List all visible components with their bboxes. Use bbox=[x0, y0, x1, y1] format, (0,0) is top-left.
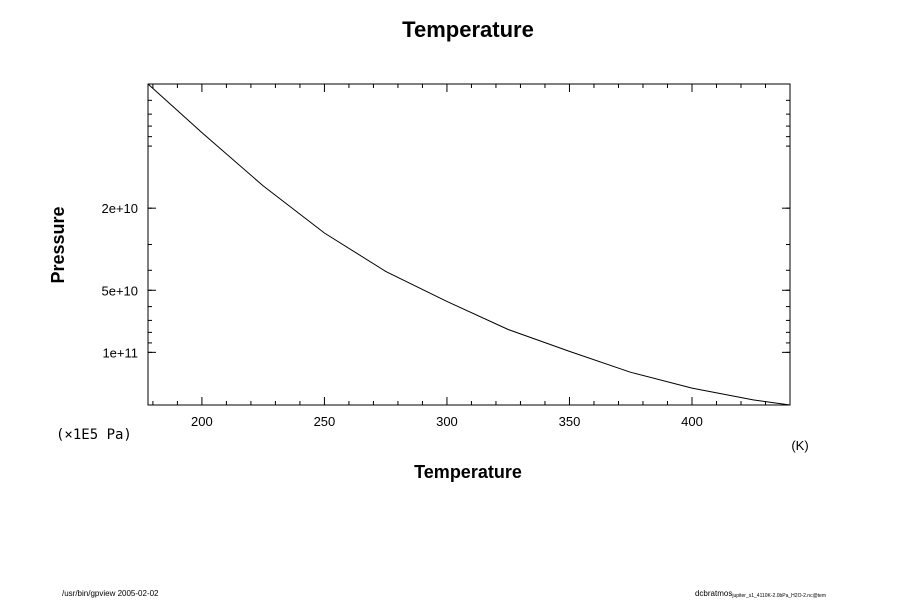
y-axis-title: Pressure bbox=[48, 206, 68, 283]
x-tick-label: 250 bbox=[314, 414, 336, 429]
series-line bbox=[147, 83, 791, 406]
y-tick-label: 5e+10 bbox=[101, 283, 138, 298]
y-minor-ticks bbox=[148, 83, 790, 353]
footer-right: dcbratmosjupiter_s1_4110K-2.0bPa_H2O-2.n… bbox=[695, 589, 826, 599]
chart-title: Temperature bbox=[402, 17, 534, 42]
x-tick-label: 350 bbox=[559, 414, 581, 429]
x-tick-label: 200 bbox=[191, 414, 213, 429]
footer-left: /usr/bin/gpview 2005-02-02 bbox=[62, 589, 159, 598]
x-minor-ticks bbox=[152, 84, 791, 405]
x-unit-label: (K) bbox=[791, 438, 808, 453]
x-tick-label: 300 bbox=[436, 414, 458, 429]
y-tick-label: 2e+10 bbox=[101, 201, 138, 216]
plot-frame bbox=[147, 83, 791, 406]
x-tick-labels: 200 250 300 350 400 bbox=[191, 414, 703, 429]
x-tick-label: 400 bbox=[681, 414, 703, 429]
y-tick-labels: 2e+10 5e+10 1e+11 bbox=[101, 201, 138, 360]
series-points bbox=[148, 84, 790, 405]
y-unit-label: (×1E5 Pa) bbox=[56, 427, 132, 443]
y-tick-label: 1e+11 bbox=[102, 345, 138, 360]
x-major-ticks bbox=[201, 84, 693, 405]
x-axis-title: Temperature bbox=[414, 462, 522, 482]
y-major-ticks bbox=[148, 207, 790, 353]
footer-right-small: jupiter_s1_4110K-2.0bPa_H2O-2.nc@tem bbox=[731, 593, 826, 599]
footer-right-main: dcbratmos bbox=[695, 589, 732, 598]
